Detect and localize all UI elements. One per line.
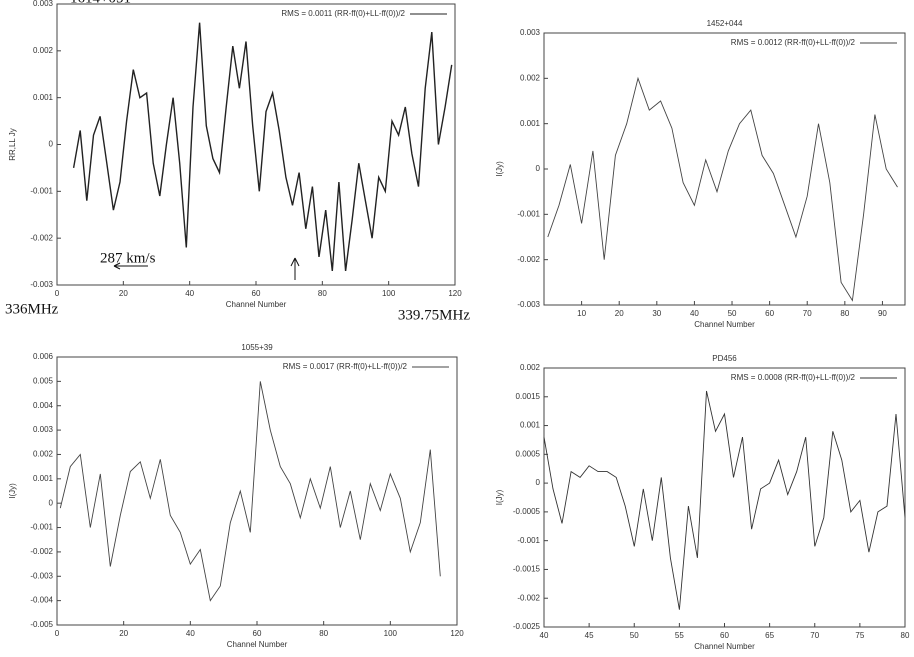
x-axis-label: Channel Number — [227, 640, 288, 649]
x-tick-label: 90 — [878, 309, 887, 318]
x-tick-label: 50 — [728, 309, 737, 318]
handwritten-note: 1614+051 — [70, 0, 131, 6]
y-tick-label: 0 — [49, 498, 54, 507]
y-tick-label: 0.005 — [33, 376, 54, 385]
x-tick-label: 20 — [615, 309, 624, 318]
y-tick-label: 0.004 — [33, 401, 54, 410]
y-tick-label: -0.001 — [30, 523, 53, 532]
x-tick-label: 20 — [119, 629, 128, 638]
x-tick-label: 80 — [840, 309, 849, 318]
y-axis-label: RR,LL Jy — [8, 128, 17, 161]
x-tick-label: 60 — [765, 309, 774, 318]
chart-title: PD456 — [712, 354, 737, 363]
x-axis-label: Channel Number — [694, 642, 755, 651]
y-tick-label: -0.0005 — [513, 507, 541, 516]
y-tick-label: 0.001 — [520, 119, 541, 128]
x-tick-label: 55 — [675, 631, 684, 640]
legend-label: RMS = 0.0017 (RR-ff(0)+LL-ff(0))/2 — [283, 362, 408, 371]
x-tick-label: 30 — [652, 309, 661, 318]
x-tick-label: 70 — [803, 309, 812, 318]
y-tick-label: -0.001 — [517, 536, 540, 545]
legend-label: RMS = 0.0011 (RR-ff(0)+LL-ff(0))/2 — [281, 9, 405, 18]
y-tick-label: 0.0005 — [516, 449, 541, 458]
data-line — [547, 76, 898, 302]
y-tick-label: -0.003 — [30, 571, 53, 580]
x-tick-label: 10 — [577, 309, 586, 318]
x-tick-label: 100 — [384, 629, 398, 638]
x-tick-label: 60 — [720, 631, 729, 640]
y-tick-label: -0.001 — [30, 186, 53, 195]
x-axis-label: Channel Number — [694, 320, 755, 329]
x-tick-label: 60 — [253, 629, 262, 638]
y-tick-label: 0.003 — [520, 28, 541, 37]
y-tick-label: -0.0025 — [513, 622, 541, 631]
y-tick-label: -0.002 — [30, 547, 53, 556]
y-tick-label: 0.003 — [33, 425, 54, 434]
x-tick-label: 40 — [185, 289, 194, 298]
y-tick-label: -0.002 — [517, 255, 540, 264]
legend-label: RMS = 0.0008 (RR-ff(0)+LL-ff(0))/2 — [731, 373, 856, 382]
x-tick-label: 120 — [450, 629, 464, 638]
x-tick-label: 0 — [55, 629, 60, 638]
x-tick-label: 40 — [186, 629, 195, 638]
y-tick-label: -0.0015 — [513, 565, 541, 574]
legend-label: RMS = 0.0012 (RR-ff(0)+LL-ff(0))/2 — [731, 38, 856, 47]
y-tick-label: 0.003 — [33, 0, 54, 8]
y-tick-label: -0.003 — [517, 300, 540, 309]
x-tick-label: 20 — [119, 289, 128, 298]
x-tick-label: 100 — [382, 289, 396, 298]
x-tick-label: 80 — [901, 631, 910, 640]
x-tick-label: 40 — [690, 309, 699, 318]
y-tick-label: 0.001 — [33, 93, 54, 102]
y-tick-label: -0.001 — [517, 209, 540, 218]
x-tick-label: 120 — [448, 289, 462, 298]
y-tick-label: 0.002 — [520, 363, 541, 372]
data-line — [72, 22, 453, 271]
y-axis-label: I(Jy) — [495, 489, 504, 505]
data-line — [59, 381, 441, 602]
data-line — [543, 390, 906, 610]
x-tick-label: 40 — [540, 631, 549, 640]
x-tick-label: 0 — [55, 289, 60, 298]
x-tick-label: 50 — [630, 631, 639, 640]
x-tick-label: 60 — [252, 289, 261, 298]
x-tick-label: 80 — [318, 289, 327, 298]
chart-title: 1055+39 — [241, 343, 273, 352]
y-tick-label: 0.0015 — [516, 392, 541, 401]
y-tick-label: -0.004 — [30, 596, 53, 605]
y-tick-label: -0.005 — [30, 620, 53, 629]
handwritten-note: 336MHz — [5, 301, 59, 317]
y-tick-label: 0 — [49, 140, 54, 149]
y-tick-label: -0.002 — [30, 233, 53, 242]
y-tick-label: 0 — [536, 478, 541, 487]
y-tick-label: 0 — [536, 164, 541, 173]
chart-title: 1452+044 — [707, 19, 743, 28]
plot-frame — [56, 3, 456, 286]
y-tick-label: 0.002 — [520, 73, 541, 82]
y-tick-label: 0.001 — [520, 421, 541, 430]
x-tick-label: 75 — [855, 631, 864, 640]
channel-arrow — [290, 257, 300, 280]
x-axis-label: Channel Number — [226, 300, 287, 309]
y-tick-label: -0.003 — [30, 280, 53, 289]
x-tick-label: 45 — [585, 631, 594, 640]
y-tick-label: 0.006 — [33, 352, 54, 361]
x-tick-label: 65 — [765, 631, 774, 640]
plot-frame — [543, 32, 906, 306]
scale-arrow — [113, 262, 148, 270]
handwritten-note: 339.75MHz — [398, 307, 470, 323]
handwritten-note: 287 km/s — [100, 250, 156, 266]
y-axis-label: I(Jy) — [8, 483, 17, 499]
x-tick-label: 80 — [319, 629, 328, 638]
y-tick-label: -0.002 — [517, 593, 540, 602]
x-tick-label: 70 — [810, 631, 819, 640]
y-tick-label: 0.002 — [33, 46, 54, 55]
y-tick-label: 0.002 — [33, 450, 54, 459]
y-axis-label: I(Jy) — [495, 161, 504, 177]
plot-frame — [543, 367, 906, 628]
y-tick-label: 0.001 — [33, 474, 54, 483]
